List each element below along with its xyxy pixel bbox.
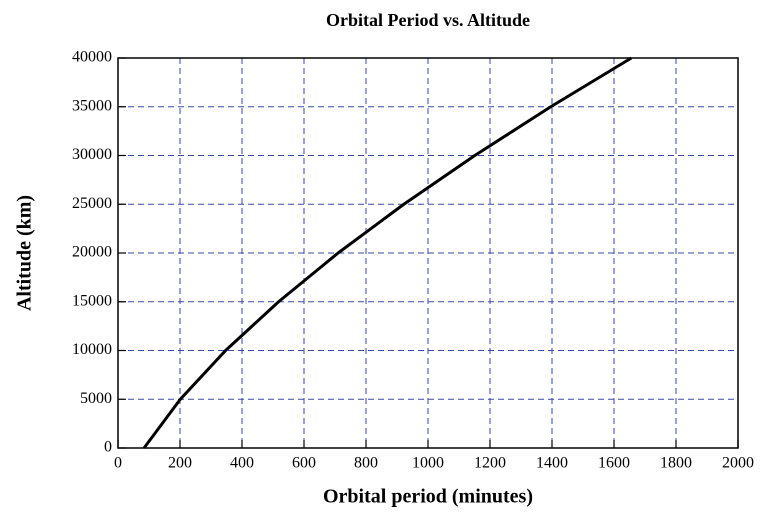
y-tick-label: 35000 (72, 97, 112, 114)
y-tick-label: 15000 (72, 292, 112, 309)
x-tick-label: 1200 (474, 455, 506, 472)
x-tick-label: 1800 (660, 455, 692, 472)
x-tick-label: 200 (168, 455, 192, 472)
x-tick-label: 1600 (598, 455, 630, 472)
x-tick-label: 1400 (536, 455, 568, 472)
x-tick-label: 800 (354, 455, 378, 472)
data-line (142, 56, 633, 449)
y-tick-label: 25000 (72, 195, 112, 212)
x-tick-label: 2000 (722, 455, 754, 472)
y-axis-label: Altitude (km) (14, 195, 36, 311)
y-tick-label: 20000 (72, 244, 112, 261)
y-tick-label: 5000 (80, 390, 112, 407)
plot-frame (117, 57, 739, 449)
x-tick-label: 1000 (412, 455, 444, 472)
y-tick-label: 0 (104, 439, 112, 456)
y-tick-label: 40000 (72, 49, 112, 66)
y-tick-label: 30000 (72, 146, 112, 163)
x-tick-label: 600 (292, 455, 316, 472)
y-tick-label: 10000 (72, 341, 112, 358)
x-tick-label: 0 (114, 455, 122, 472)
x-tick-label: 400 (230, 455, 254, 472)
chart-title: Orbital Period vs. Altitude (326, 10, 530, 30)
x-axis-label: Orbital period (minutes) (323, 486, 533, 508)
